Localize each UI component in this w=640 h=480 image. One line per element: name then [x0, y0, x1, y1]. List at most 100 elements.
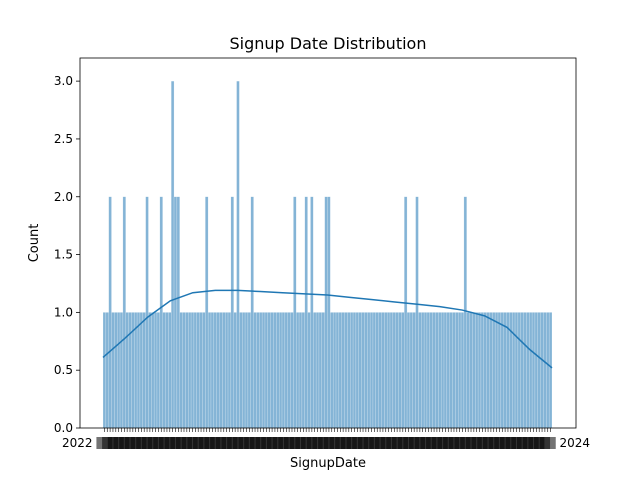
histogram-bar: [415, 196, 419, 429]
x-tick-label-end: 2024: [559, 436, 590, 450]
y-tick-label: 2.5: [54, 132, 73, 146]
histogram-bar: [148, 312, 152, 429]
histogram-bar: [369, 312, 374, 429]
histogram-bar: [443, 312, 448, 429]
chart-title: Signup Date Distribution: [230, 34, 427, 53]
histogram-bar: [548, 312, 553, 429]
histogram-bar: [321, 312, 325, 429]
histogram-bar: [301, 312, 305, 429]
histogram-bar: [267, 312, 271, 429]
histogram-bar: [114, 312, 118, 429]
histogram-bar: [108, 196, 112, 429]
histogram-bar: [463, 196, 467, 429]
histogram-bar: [242, 312, 246, 429]
histogram-bar: [281, 312, 286, 429]
histogram-bar: [207, 312, 212, 429]
histogram-bar: [247, 312, 251, 429]
histogram-bar: [540, 312, 544, 429]
histogram-bar: [287, 312, 291, 429]
histogram-bar: [117, 312, 121, 429]
histogram-bar: [435, 312, 439, 429]
histogram-bar: [296, 312, 300, 429]
histogram-bar: [489, 312, 493, 429]
histogram-bar: [341, 312, 345, 429]
histogram-bar: [372, 312, 377, 429]
histogram-bar: [350, 312, 354, 429]
histogram-bar: [477, 312, 482, 429]
histogram-bar: [497, 312, 502, 429]
histogram-bar: [315, 312, 320, 429]
histogram-bar: [273, 312, 277, 429]
histogram-bar: [176, 196, 180, 429]
histogram-bar: [472, 312, 476, 429]
histogram-bar: [537, 312, 541, 429]
histogram-bar: [182, 312, 186, 429]
histogram-bar: [233, 312, 237, 429]
histogram-bar: [404, 196, 408, 429]
histogram-bar: [438, 312, 442, 429]
histogram-bar: [375, 312, 379, 429]
histogram-bar: [347, 312, 351, 429]
histogram-bar: [406, 312, 411, 429]
histogram-bar: [526, 312, 530, 429]
histogram-bar: [446, 312, 450, 429]
histogram-bar: [355, 312, 359, 429]
histogram-bar: [398, 312, 402, 429]
histogram-bar: [440, 312, 445, 429]
histogram-bar: [543, 312, 547, 429]
histogram-bar: [455, 312, 459, 429]
y-tick-label: 0.5: [54, 363, 73, 377]
histogram-bar: [145, 196, 149, 429]
histogram-bar: [514, 312, 519, 429]
x-tick-label-start: 2022: [62, 436, 93, 450]
histogram-bar: [449, 312, 453, 429]
histogram-bar: [310, 196, 314, 429]
histogram-bar: [219, 312, 223, 429]
histogram-bar: [202, 312, 206, 429]
histogram-bar: [534, 312, 538, 429]
y-tick-label: 1.0: [54, 305, 73, 319]
histogram-bar: [486, 312, 490, 429]
histogram-bar: [480, 312, 484, 429]
histogram-bar: [512, 312, 516, 429]
histogram-bar: [466, 312, 470, 429]
histogram-bar: [230, 196, 234, 429]
histogram-bar: [227, 312, 232, 429]
histogram-bar: [276, 312, 280, 429]
histogram-bar: [151, 312, 155, 429]
histogram-bar: [452, 312, 456, 429]
y-tick-label: 0.0: [54, 421, 73, 435]
histogram-bar: [483, 312, 487, 429]
y-tick-label: 3.0: [54, 74, 73, 88]
histogram-bar: [125, 312, 129, 429]
histogram-bar: [185, 312, 189, 429]
histogram-bar: [253, 312, 257, 429]
histogram-bar: [327, 196, 331, 429]
histogram-bar: [244, 312, 249, 429]
histogram-bar: [460, 312, 465, 429]
histogram-bar: [170, 80, 175, 429]
histogram-bar: [386, 312, 391, 429]
x-tick-label-overlap: [539, 437, 556, 449]
histogram-bar: [324, 196, 328, 429]
histogram-bar: [270, 312, 274, 429]
histogram-bar: [418, 312, 422, 429]
histogram-bar: [239, 312, 243, 429]
histogram-bar: [102, 312, 107, 429]
histogram-bar: [222, 312, 226, 429]
histogram-bar: [139, 312, 143, 429]
histogram-bar: [503, 312, 507, 429]
histogram-bar: [290, 312, 294, 429]
histogram-bar: [520, 312, 524, 429]
histogram-bar: [313, 312, 317, 429]
histogram-bar: [318, 312, 323, 429]
histogram-bar: [193, 312, 197, 429]
histogram-bar: [517, 312, 521, 429]
histogram-bar: [458, 312, 462, 429]
histogram-bar: [335, 312, 340, 429]
histogram-bar: [409, 312, 413, 429]
histogram-bar: [256, 312, 260, 429]
histogram-bar: [494, 312, 499, 429]
histogram-bar: [298, 312, 303, 429]
x-axis: [96, 428, 556, 449]
